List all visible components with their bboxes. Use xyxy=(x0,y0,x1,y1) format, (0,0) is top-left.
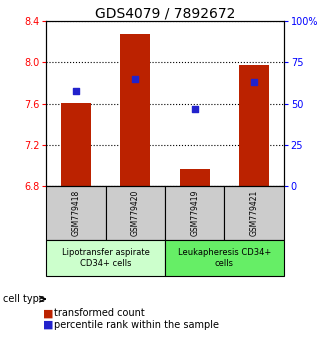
Text: GSM779420: GSM779420 xyxy=(131,190,140,236)
Text: ■: ■ xyxy=(43,308,53,318)
Text: cell type: cell type xyxy=(3,294,45,304)
Bar xyxy=(120,34,150,186)
Text: transformed count: transformed count xyxy=(54,308,145,318)
Point xyxy=(73,88,79,93)
Text: GSM779418: GSM779418 xyxy=(71,190,81,236)
Text: GSM779419: GSM779419 xyxy=(190,190,199,236)
Text: Leukapheresis CD34+
cells: Leukapheresis CD34+ cells xyxy=(178,249,271,268)
Bar xyxy=(46,186,106,240)
Bar xyxy=(165,186,224,240)
Point xyxy=(192,106,197,112)
Text: ■: ■ xyxy=(43,320,53,330)
Bar xyxy=(180,169,210,186)
Bar xyxy=(165,240,284,276)
Bar xyxy=(239,64,269,186)
Bar xyxy=(46,240,165,276)
Title: GDS4079 / 7892672: GDS4079 / 7892672 xyxy=(95,6,235,20)
Bar xyxy=(224,186,284,240)
Text: Lipotransfer aspirate
CD34+ cells: Lipotransfer aspirate CD34+ cells xyxy=(62,249,149,268)
Bar xyxy=(106,186,165,240)
Text: GSM779421: GSM779421 xyxy=(249,190,259,236)
Bar xyxy=(61,103,91,186)
Point xyxy=(251,79,257,85)
Text: percentile rank within the sample: percentile rank within the sample xyxy=(54,320,219,330)
Point xyxy=(133,76,138,82)
